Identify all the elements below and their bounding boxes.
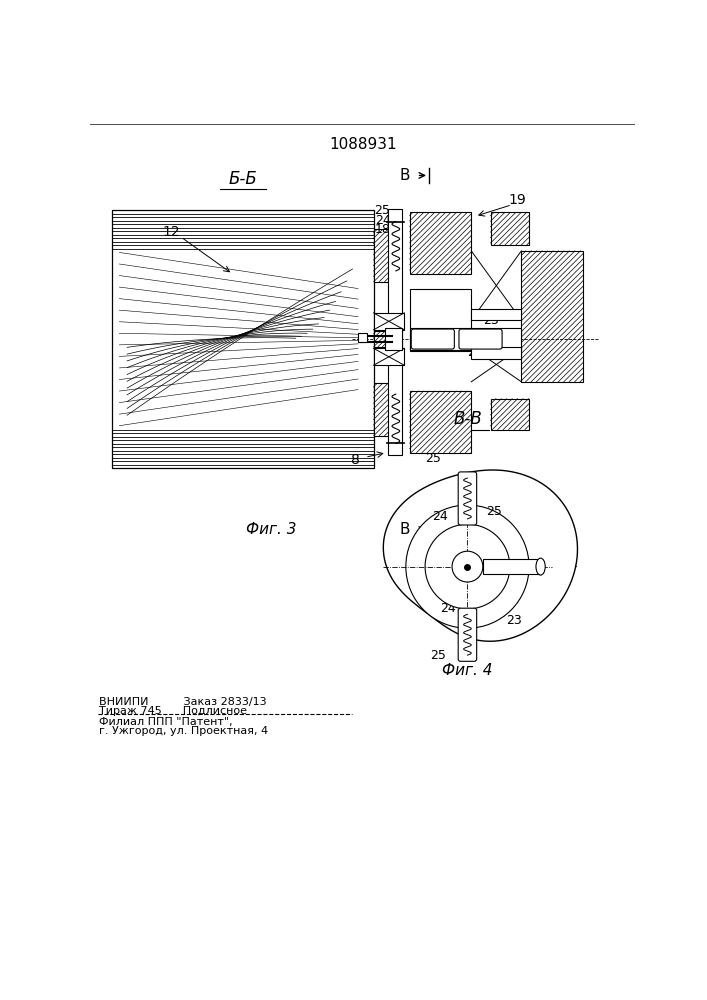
Bar [373, 313, 404, 330]
Bar [373, 348, 404, 365]
Bar [472, 309, 521, 320]
Text: 24: 24 [375, 214, 390, 227]
Bar [385, 328, 402, 350]
Text: Тираж 745      Подлисное: Тираж 745 Подлисное [100, 706, 247, 716]
Bar [409, 289, 472, 351]
Text: ВНИИПИ          Заказ 2833/13: ВНИИПИ Заказ 2833/13 [100, 697, 267, 707]
Bar [358, 333, 368, 342]
Circle shape [406, 505, 529, 628]
Text: Филиал ППП "Патент",: Филиал ППП "Патент", [100, 717, 233, 727]
Bar [373, 229, 397, 282]
Bar [521, 251, 583, 382]
Text: 18: 18 [432, 552, 448, 565]
Ellipse shape [536, 558, 545, 575]
Text: В: В [400, 168, 411, 183]
Text: 12: 12 [162, 225, 180, 239]
Bar [373, 331, 390, 347]
Bar [409, 212, 472, 274]
Text: 25: 25 [375, 204, 390, 217]
Text: 24: 24 [467, 346, 483, 359]
FancyBboxPatch shape [459, 329, 502, 349]
FancyBboxPatch shape [458, 472, 477, 525]
Text: В-В: В-В [453, 410, 481, 428]
Text: Фиг. 3: Фиг. 3 [246, 522, 296, 537]
Bar [409, 328, 521, 350]
Text: 19: 19 [508, 193, 527, 207]
Text: 18: 18 [375, 223, 390, 236]
Bar [388, 209, 402, 455]
Bar [472, 347, 521, 359]
Text: 25: 25 [425, 452, 441, 465]
Text: г. Ужгород, ул. Проектная, 4: г. Ужгород, ул. Проектная, 4 [100, 726, 269, 736]
Text: 23: 23 [506, 614, 522, 627]
Text: 1088931: 1088931 [329, 137, 397, 152]
Text: 24: 24 [440, 602, 456, 615]
Text: Б-Б: Б-Б [228, 170, 257, 188]
FancyBboxPatch shape [458, 608, 477, 661]
Circle shape [425, 524, 510, 609]
FancyBboxPatch shape [411, 329, 455, 349]
Circle shape [452, 551, 483, 582]
Bar [483, 559, 541, 574]
Bar [491, 212, 529, 245]
Bar [491, 399, 529, 430]
Bar [112, 210, 373, 468]
Bar [409, 391, 472, 453]
Text: 25: 25 [486, 505, 503, 518]
Polygon shape [383, 470, 578, 641]
Bar [373, 383, 397, 436]
Text: В: В [400, 522, 411, 537]
Text: 25: 25 [431, 649, 446, 662]
Text: 23: 23 [483, 314, 498, 327]
Text: 24: 24 [433, 510, 448, 523]
Text: Фиг. 4: Фиг. 4 [442, 663, 493, 678]
Text: 8: 8 [351, 453, 360, 467]
